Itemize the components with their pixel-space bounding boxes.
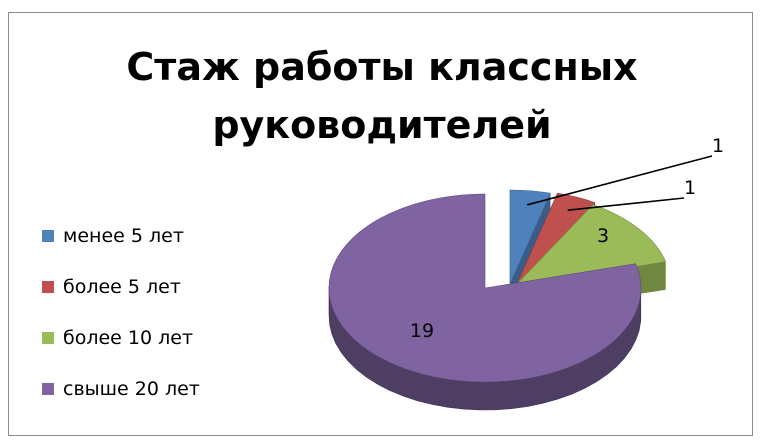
pie-slice-3 [328,193,642,383]
data-label-0: 1 [712,135,724,157]
data-label-3: 19 [410,320,434,342]
legend-swatch [42,382,54,395]
legend-label: более 5 лет [63,275,181,298]
data-label-1: 1 [684,177,696,199]
legend-item-over-20: свыше 20 лет [42,363,200,414]
legend-item-less-5: менее 5 лет [42,210,200,261]
data-label-2: 3 [597,225,609,247]
legend: менее 5 лет более 5 лет более 10 лет свы… [42,210,200,414]
pie-tops [328,189,667,383]
pie-slice-0 [509,189,551,285]
legend-item-more-5: более 5 лет [42,261,200,312]
legend-label: свыше 20 лет [63,377,200,400]
legend-swatch [42,280,54,293]
legend-swatch [42,229,54,242]
data-labels: 11 3 19 [410,135,724,342]
leader-lines [527,155,713,211]
leader-line-0 [527,155,713,206]
top-strip [0,0,764,13]
leader-line-1 [567,197,685,211]
legend-label: менее 5 лет [63,224,184,247]
legend-item-more-10: более 10 лет [42,312,200,363]
pie-slice-1 [516,192,596,285]
chart-title-line-1: Стаж работы классных [126,45,638,89]
chart-title-line-2: руководителей [212,103,552,147]
chart-title: Стаж работы классных руководителей [0,38,764,154]
legend-label: более 10 лет [63,326,194,349]
legend-swatch [42,331,54,344]
